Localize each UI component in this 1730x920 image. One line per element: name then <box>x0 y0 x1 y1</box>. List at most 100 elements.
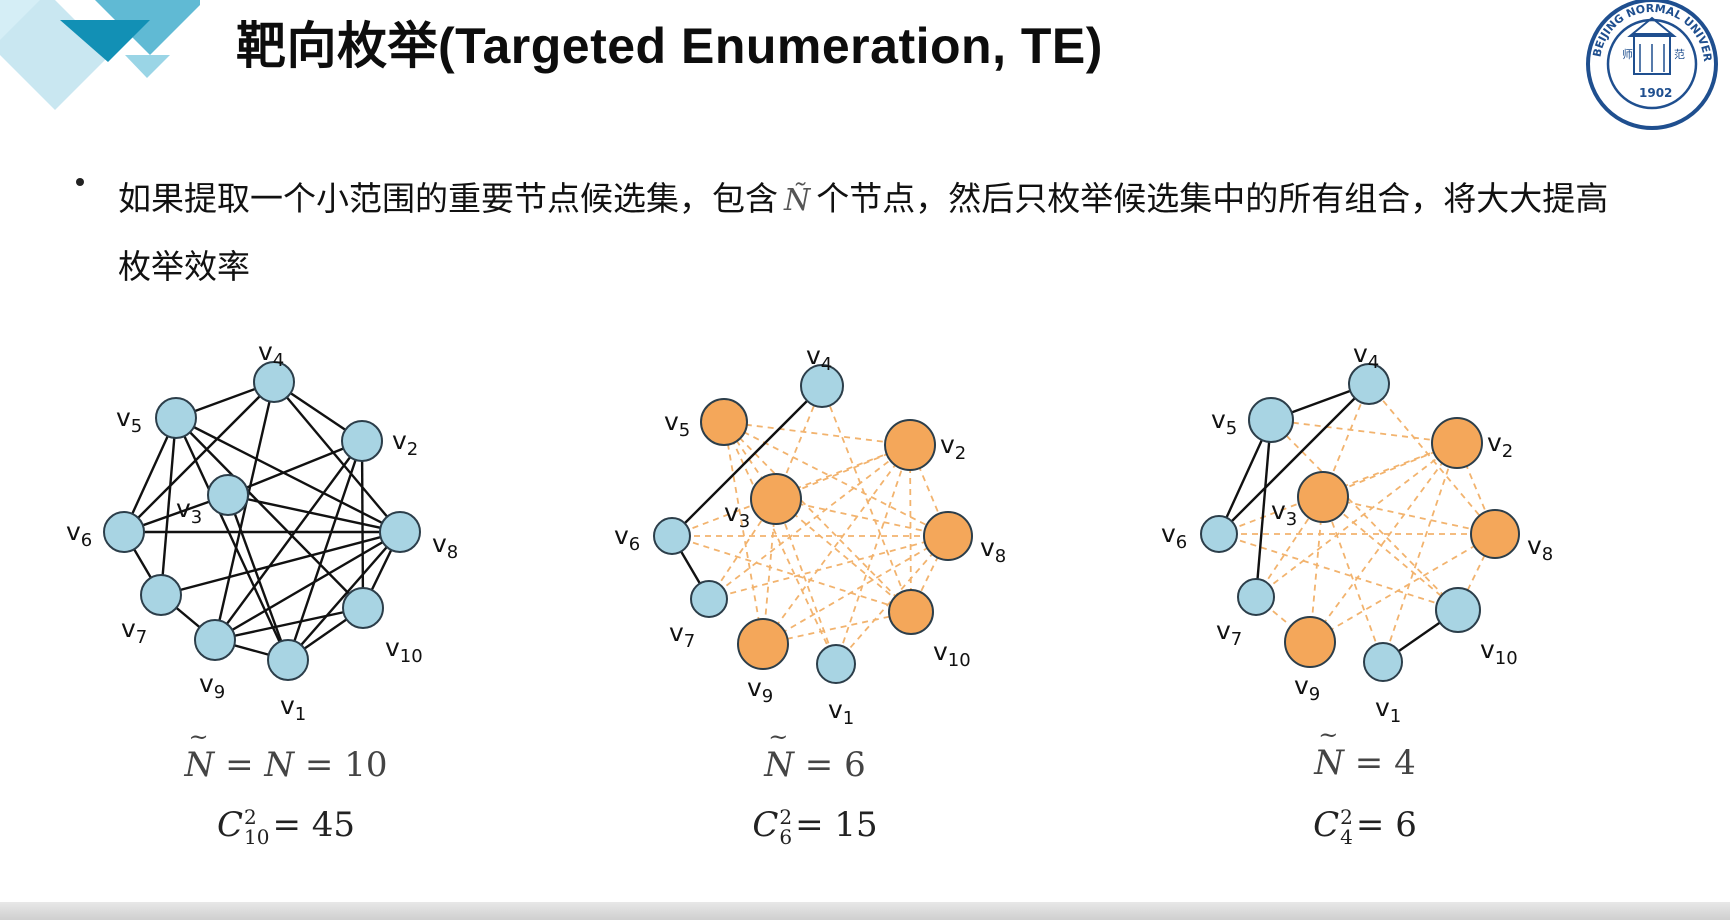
caption-c-graph1: C 2 10 = 45 <box>156 805 416 847</box>
caption-n-mid: = N = <box>225 745 334 785</box>
node-v6 <box>653 517 691 555</box>
caption-c-sup: 2 <box>779 805 793 829</box>
node-v9 <box>737 618 789 670</box>
node-label-v2: v2 <box>392 426 418 460</box>
caption-c-sub: 4 <box>1340 825 1353 849</box>
caption-n-value: 4 <box>1394 743 1416 783</box>
node-label-v7: v7 <box>669 618 695 652</box>
node-v7 <box>1237 578 1275 616</box>
dashed-edge-1-3 <box>1322 496 1384 663</box>
node-label-v1: v1 <box>280 691 306 725</box>
node-label-v4: v4 <box>258 337 284 371</box>
decor-triangle-small <box>125 55 170 78</box>
dashed-edge-5-2 <box>723 421 911 446</box>
logo-building <box>1633 33 1671 75</box>
dashed-edge-3-10 <box>775 498 912 613</box>
node-label-v10: v10 <box>385 633 423 667</box>
graph-2: v4 v5 v2 v3 v6 v8 v7 v10 v9 v1 <box>614 341 1006 729</box>
caption-n-mid: = <box>804 745 834 785</box>
node-label-v4: v4 <box>806 341 832 375</box>
node-label-v8: v8 <box>980 533 1006 567</box>
node-label-v1: v1 <box>828 695 854 729</box>
caption-n-graph1: N = N = 10 <box>156 723 416 785</box>
caption-c-rhs: = 45 <box>272 805 356 845</box>
node-v10 <box>1435 587 1481 633</box>
caption-c-base: C <box>216 805 243 845</box>
node-v5 <box>155 397 197 439</box>
node-v8 <box>379 511 421 553</box>
node-label-v10: v10 <box>933 637 971 671</box>
bottom-bar <box>0 902 1730 920</box>
dashed-edge-7-2 <box>708 444 911 600</box>
dashed-edge-6-2 <box>1218 442 1458 535</box>
node-v8 <box>1470 509 1520 559</box>
dashed-edge-1-5 <box>723 421 837 665</box>
node-v3 <box>1297 471 1349 523</box>
node-v5 <box>1248 397 1294 443</box>
caption-n-value: 10 <box>344 745 388 785</box>
dashed-edge-2-9 <box>762 444 911 645</box>
node-v1 <box>1363 642 1403 682</box>
caption-c-sub: 6 <box>779 825 793 849</box>
caption-n-mid: = <box>1354 743 1384 783</box>
dashed-edge-2-9 <box>1309 442 1458 643</box>
node-v1 <box>816 644 856 684</box>
node-label-v6: v6 <box>66 517 92 551</box>
dashed-edge-4-10 <box>821 385 912 613</box>
edge-4-8 <box>273 381 401 533</box>
dashed-edge-1-3 <box>775 498 837 665</box>
caption-c-graph3: C 2 4 = 6 <box>1235 805 1495 847</box>
decor-triangle-mid <box>20 0 200 55</box>
node-v3 <box>750 473 802 525</box>
node-label-v7: v7 <box>1216 616 1242 650</box>
node-label-v6: v6 <box>614 521 640 555</box>
caption-n-symbol: N <box>185 723 215 785</box>
node-label-v4: v4 <box>1353 339 1379 373</box>
node-label-v10: v10 <box>1480 635 1518 669</box>
caption-n-graph3: N = 4 <box>1235 721 1495 783</box>
node-v9 <box>194 619 236 661</box>
dashed-edge-8-9 <box>762 535 949 645</box>
bullet-text-after: 个节点，然后只枚举候选集中的所有组合，将大大提高枚举效率 <box>118 179 1609 286</box>
node-v7 <box>690 580 728 618</box>
node-v3 <box>207 474 249 516</box>
node-label-v2: v2 <box>940 430 966 464</box>
dashed-edge-3-8 <box>775 498 949 537</box>
university-logo: BEIJING NORMAL UNIVERSITY 师 范 1902 <box>1572 0 1718 130</box>
caption-c-sup: 2 <box>244 805 257 829</box>
node-v7 <box>140 574 182 616</box>
bullet-dot <box>76 178 84 186</box>
dashed-edge-8-9 <box>1309 533 1496 643</box>
logo-char-right: 范 <box>1674 47 1685 61</box>
node-label-v2: v2 <box>1487 428 1513 462</box>
edge-4-6 <box>1218 383 1370 535</box>
node-label-v3: v3 <box>724 498 750 532</box>
edge-2-1 <box>286 440 364 661</box>
node-v6 <box>1200 515 1238 553</box>
dashed-edge-6-10 <box>671 535 912 613</box>
caption-n-symbol: N <box>764 723 794 785</box>
dashed-edge-7-2 <box>1255 442 1458 598</box>
corner-decoration <box>0 0 200 110</box>
caption-c-rhs: = 15 <box>795 805 878 845</box>
decor-triangle-dark <box>60 20 150 62</box>
node-v2 <box>1431 417 1483 469</box>
caption-c-sub: 10 <box>244 825 270 849</box>
edge-4-9 <box>213 381 276 641</box>
node-label-v3: v3 <box>176 494 202 528</box>
edge-9-10 <box>214 606 364 642</box>
node-v4 <box>800 364 844 408</box>
dashed-edge-5-8 <box>723 421 949 537</box>
page-title: 靶向枚举(Targeted Enumeration, TE) <box>236 18 1103 74</box>
node-v1 <box>267 639 309 681</box>
dashed-edge-1-2 <box>1382 442 1458 663</box>
node-label-v6: v6 <box>1161 519 1187 553</box>
bullet-text-before: 如果提取一个小范围的重要节点候选集，包含 <box>118 179 778 218</box>
edge-4-6 <box>123 381 275 533</box>
caption-n-graph2: N = 6 <box>685 723 945 785</box>
bullet-text: 如果提取一个小范围的重要节点候选集，包含 Ñ 个节点，然后只枚举候选集中的所有组合，… <box>118 166 1618 300</box>
decor-corner <box>0 0 40 40</box>
caption-c-base: C <box>752 805 779 845</box>
logo-roof <box>1627 16 1677 37</box>
